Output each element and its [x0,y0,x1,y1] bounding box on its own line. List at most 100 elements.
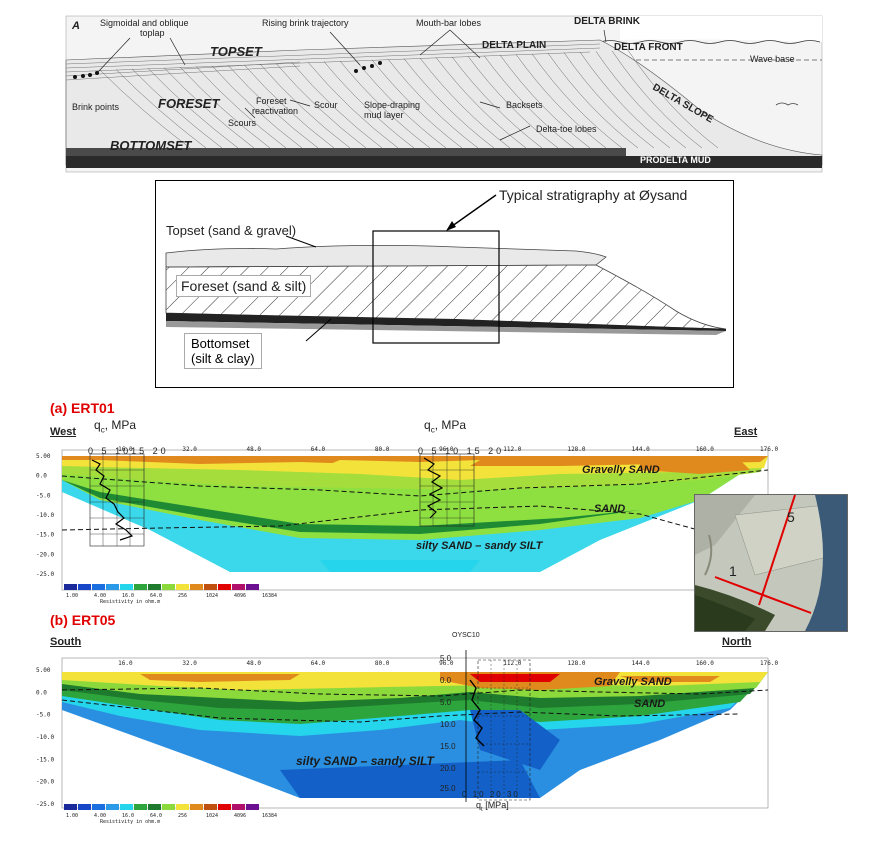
foreset-line [483,55,575,149]
foreset-line [419,57,511,149]
foreset-line [435,57,527,149]
foreset-line [355,60,447,149]
x-tick-label: 176.0 [760,446,778,453]
colorbar-swatch [232,584,245,590]
x-tick-label: 16.0 [118,660,133,667]
colorbar-swatch [64,804,77,810]
x-tick-label: 144.0 [632,660,650,667]
foreset-line [595,51,687,149]
label-reactivation: Foreset [256,96,287,106]
colorbar-swatch [232,804,245,810]
depth-tick: 5.0 [440,654,452,663]
inset-line1-label: 1 [729,563,737,579]
delta-schematic-svg [65,15,823,173]
y-tick-label: -20.0 [36,779,54,786]
foreset-line [275,63,367,149]
topset-label: Topset (sand & gravel) [166,223,297,238]
foreset-line [403,58,495,149]
colorbar-swatch [64,584,77,590]
x-tick-label: 112.0 [503,446,521,453]
foreset-line [291,62,383,149]
x-tick-label: 112.0 [503,660,521,667]
colorbar-swatch [148,804,161,810]
y-tick-label: -5.0 [36,712,51,719]
foreset-line [195,66,287,149]
label-sigmoidal: Sigmoidal and oblique [100,18,189,28]
x-tick-label: 176.0 [760,660,778,667]
colorbar-tick-label: 256 [178,813,187,819]
colorbar-swatch [246,584,259,590]
colorbar-label: Resistivity in ohm.m [100,599,160,605]
y-tick-label: -10.0 [36,512,54,519]
label-foreset: FORESET [158,96,220,111]
foreset-line [547,53,639,149]
foreset-line [163,67,255,149]
foreset-label: Foreset (sand & silt) [176,275,312,297]
ert05-sand-label: SAND [634,698,666,710]
bottomset-label: Bottomset [191,336,250,351]
colorbar-tick-label: 1024 [206,813,218,819]
colorbar-swatch [162,584,175,590]
ert05-depth-axis: 5.0 0.0 5.0 10.0 15.0 20.0 25.0 [440,654,462,794]
ert05-gravelly-label: Gravelly SAND [594,676,672,688]
y-tick-label: 5.00 [36,667,51,674]
label-brink-points: Brink points [72,102,120,112]
colorbar-tick-label: 1.00 [66,813,78,819]
colorbar-swatch [204,584,217,590]
depth-tick: 20.0 [440,764,456,773]
foreset-line [211,65,303,149]
colorbar-swatch [246,804,259,810]
aerial-inset-svg [695,495,847,631]
foreset-line [627,50,719,149]
ert01-qc-mid-label: qc, MPa [424,418,467,435]
ert05-oysc-label: OYSC10 [452,632,480,639]
label-front: DELTA FRONT [614,42,683,53]
colorbar-tick-label: 1024 [206,593,218,599]
ert01-qc-ticks-left: 0 5 1015 20 [88,446,169,456]
colorbar-tick-label: 64.0 [150,593,162,599]
colorbar-swatch [92,804,105,810]
x-tick-label: 144.0 [632,446,650,453]
depth-tick: 15.0 [440,742,456,751]
x-tick-label: 128.0 [567,446,585,453]
ert01-west: West [50,426,77,438]
ert01-section-svg: 16.0 32.0 48.0 64.0 80.0 96.0 112.0 128.0 144.0 1… [36,446,778,605]
y-tick-label: 5.00 [36,453,51,460]
x-tick-label: 48.0 [247,446,262,453]
ert01-sand-label: SAND [594,503,626,515]
colorbar-tick-label: 4.00 [94,813,106,819]
x-tick-label: 96.0 [439,446,454,453]
colorbar-swatch [120,804,133,810]
depth-tick: 10.0 [440,720,456,729]
colorbar-swatch [218,804,231,810]
ert01-title: (a) ERT01 [50,400,115,416]
colorbar-swatch [106,584,119,590]
y-tick-label: -25.0 [36,801,54,808]
colorbar-swatch [176,584,189,590]
aerial-inset: 1 5 [694,494,848,632]
y-tick-label: -15.0 [36,532,54,539]
colorbar-swatch [148,584,161,590]
foreset-line [339,60,431,149]
label-plain: DELTA PLAIN [482,40,547,51]
colorbar-swatch [120,584,133,590]
label-toe: Delta-toe lobes [536,124,597,134]
foreset-line [579,51,671,149]
label-topset: TOPSET [210,44,262,59]
ert01-silty-label: silty SAND – sandy SILT [416,540,543,552]
label-mouthbar: Mouth-bar lobes [416,18,482,28]
label-reactivation2: reactivation [252,106,299,116]
label-wave: Wave base [750,54,795,64]
colorbar-swatch [218,584,231,590]
colorbar-swatch [176,804,189,810]
colorbar-tick-label: 16384 [262,813,277,819]
foreset-line [499,54,591,149]
colorbar-tick-label: 16.0 [122,593,134,599]
label-backsets: Backsets [506,100,543,110]
colorbar-tick-label: 256 [178,593,187,599]
foreset-line [115,69,207,149]
depth-tick: 5.0 [440,698,452,707]
colorbar-tick-label: 1.00 [66,593,78,599]
colorbar-tick-label: 16384 [262,593,277,599]
ert01-qc-ticks-mid: 0 5 10 15 20 [418,446,505,456]
